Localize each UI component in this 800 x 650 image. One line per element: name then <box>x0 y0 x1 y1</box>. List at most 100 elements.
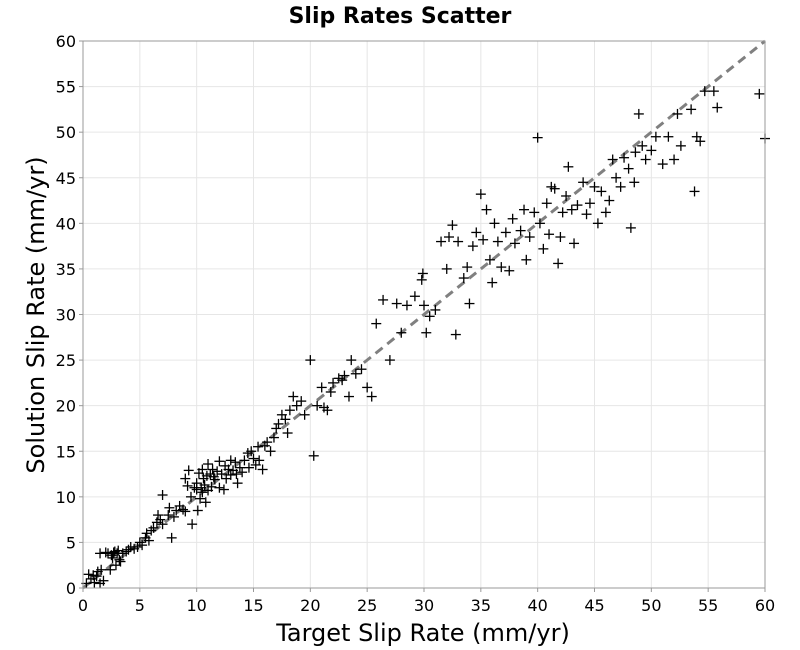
data-point <box>475 189 486 200</box>
data-point <box>633 108 644 119</box>
data-point <box>646 145 657 156</box>
data-point <box>436 236 447 247</box>
data-point <box>231 469 242 480</box>
data-point <box>569 238 580 249</box>
data-point <box>604 195 615 206</box>
data-point <box>450 329 461 340</box>
data-point <box>183 465 194 476</box>
data-points <box>81 86 770 589</box>
data-point <box>453 236 464 247</box>
data-point <box>481 204 492 215</box>
data-point <box>89 577 100 588</box>
data-point <box>699 86 710 97</box>
data-point <box>589 181 600 192</box>
y-tick-label: 40 <box>56 214 76 233</box>
data-point <box>396 327 407 338</box>
data-point <box>137 540 148 551</box>
x-tick-label: 20 <box>300 596 320 615</box>
data-point <box>686 104 697 115</box>
data-point <box>489 218 500 229</box>
data-point <box>672 108 683 119</box>
data-point <box>325 386 336 397</box>
data-point <box>115 556 126 567</box>
x-tick-label: 50 <box>641 596 661 615</box>
y-tick-label: 25 <box>56 351 76 370</box>
data-point <box>421 327 432 338</box>
data-point <box>689 186 700 197</box>
data-point <box>561 190 572 201</box>
data-point <box>146 525 157 536</box>
x-tick-label: 5 <box>135 596 145 615</box>
data-point <box>424 311 435 322</box>
data-point <box>223 464 234 475</box>
data-point <box>615 181 626 192</box>
data-point <box>346 355 357 366</box>
data-point <box>607 154 618 165</box>
data-point <box>754 88 765 99</box>
x-tick-label: 55 <box>698 596 718 615</box>
data-point <box>232 478 243 489</box>
data-point <box>708 86 719 97</box>
data-point <box>339 370 350 381</box>
y-tick-label: 30 <box>56 306 76 325</box>
data-point <box>549 183 560 194</box>
data-point <box>484 254 495 265</box>
data-point <box>492 236 503 247</box>
data-point <box>195 493 206 504</box>
data-point <box>487 277 498 288</box>
data-point <box>544 229 555 240</box>
reference-line-layer <box>82 39 766 590</box>
x-tick-label: 0 <box>78 596 88 615</box>
data-point <box>178 504 189 515</box>
data-point <box>669 154 680 165</box>
data-point <box>153 510 164 521</box>
x-tick-label: 30 <box>414 596 434 615</box>
data-point <box>282 428 293 439</box>
data-point <box>192 505 203 516</box>
data-point <box>532 132 543 143</box>
data-point <box>464 298 475 309</box>
data-point <box>98 575 109 586</box>
data-point <box>504 265 515 276</box>
data-point <box>509 238 520 249</box>
data-point <box>182 480 193 491</box>
x-tick-label: 60 <box>755 596 775 615</box>
data-point <box>444 232 455 243</box>
data-point <box>322 405 333 416</box>
data-point <box>637 140 648 151</box>
data-point <box>185 491 196 502</box>
data-point <box>155 514 166 525</box>
data-point <box>350 368 361 379</box>
data-point <box>337 375 348 386</box>
data-point <box>114 554 125 565</box>
data-point <box>640 154 651 165</box>
data-point <box>378 294 389 305</box>
data-point <box>555 232 566 243</box>
data-point <box>237 467 248 478</box>
data-point <box>168 511 179 522</box>
data-point <box>197 487 208 498</box>
y-axis-ticks: 0 5 10 15 20 25 30 35 40 45 50 55 60 <box>56 32 83 598</box>
data-point <box>312 400 323 411</box>
data-point <box>288 391 299 402</box>
data-point <box>83 569 94 580</box>
data-point <box>578 177 589 188</box>
data-point <box>566 204 577 215</box>
data-point <box>534 218 545 229</box>
data-point <box>409 291 420 302</box>
y-tick-label: 45 <box>56 169 76 188</box>
data-point <box>515 225 526 236</box>
data-point <box>712 102 723 113</box>
data-point <box>299 409 310 420</box>
data-point <box>356 364 367 375</box>
data-point <box>206 481 217 492</box>
data-point <box>447 220 458 231</box>
data-point <box>519 204 530 215</box>
data-point <box>524 232 535 243</box>
data-point <box>216 469 227 480</box>
data-point <box>265 446 276 457</box>
y-tick-label: 35 <box>56 260 76 279</box>
data-point <box>371 318 382 329</box>
